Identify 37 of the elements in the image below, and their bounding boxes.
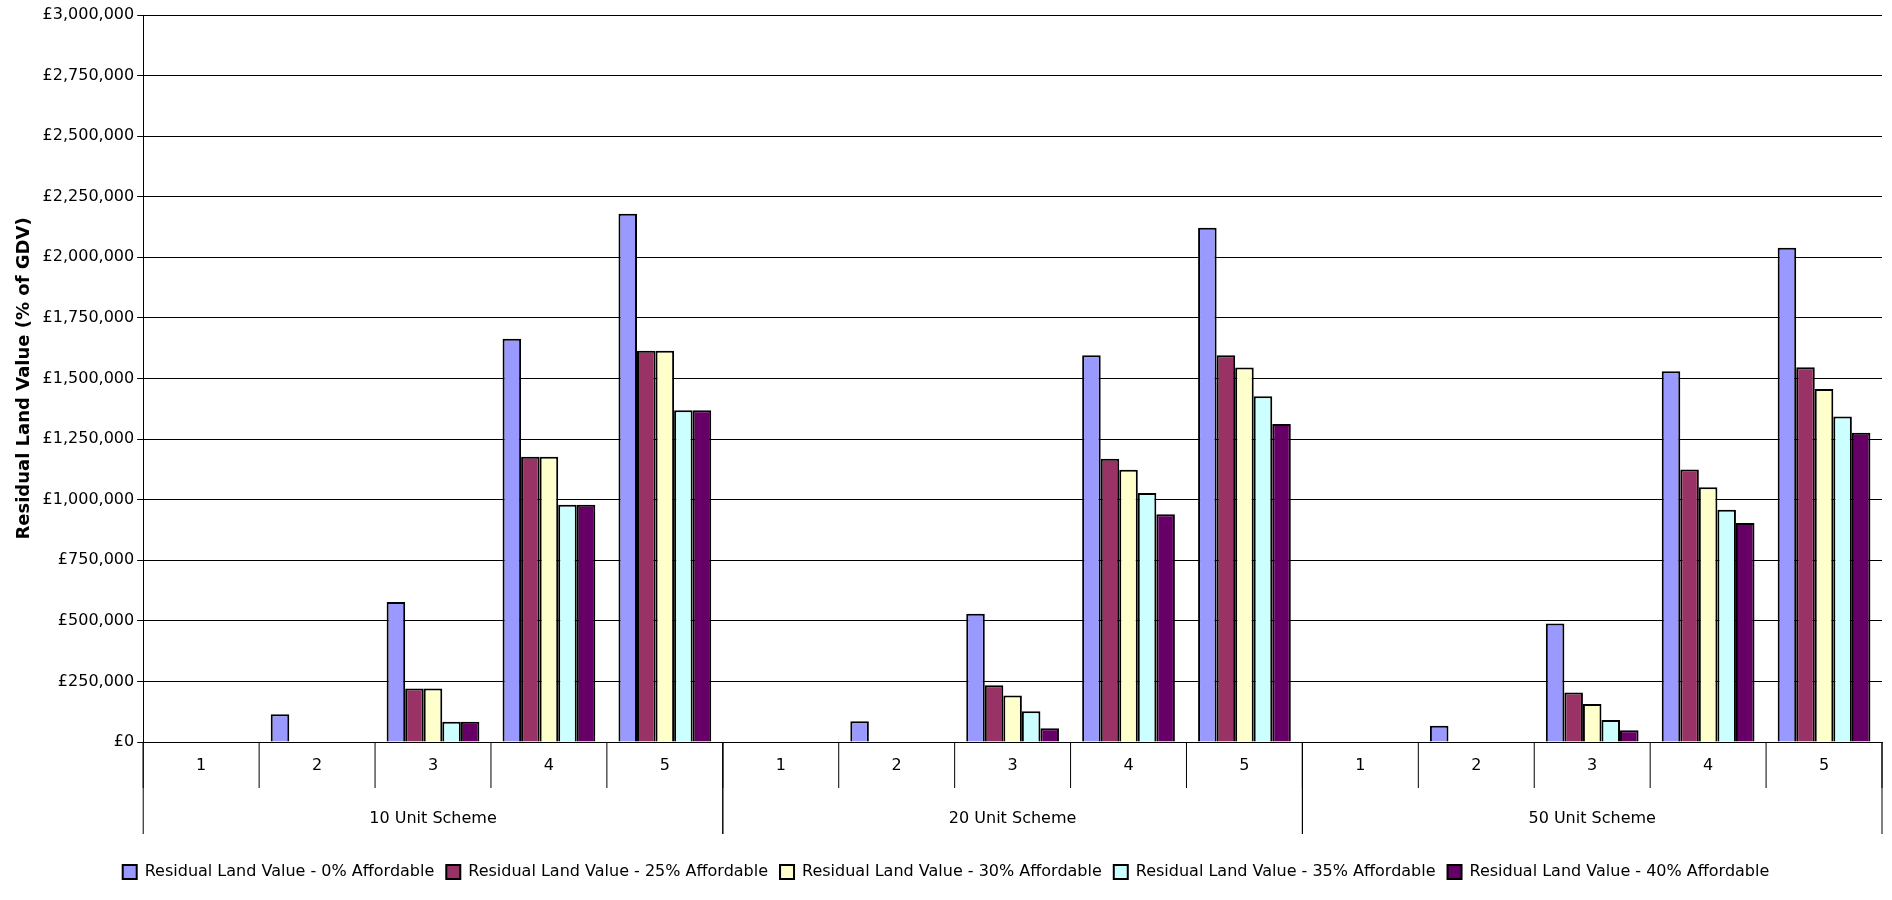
x-tick-label: 4 — [1703, 754, 1714, 774]
y-tick-label: £2,500,000 — [42, 125, 135, 145]
y-tick-label: £1,250,000 — [42, 428, 135, 448]
y-tick-label: £500,000 — [57, 609, 135, 629]
y-tick-label: £0 — [113, 731, 135, 751]
legend-label: Residual Land Value - 40% Affordable — [1469, 861, 1770, 881]
x-tick-label: 4 — [1123, 754, 1134, 774]
legend-label: Residual Land Value - 35% Affordable — [1135, 861, 1436, 881]
y-tick-label: £2,250,000 — [42, 185, 135, 205]
text: 20 Unit Scheme — [948, 808, 1077, 828]
x-tick-label: 4 — [543, 754, 555, 774]
y-tick-label: £1,000,000 — [42, 488, 135, 508]
y-tick-label: £1,750,000 — [42, 307, 135, 327]
x-tick-label: 1 — [775, 754, 786, 774]
x-tick-label: 2 — [1471, 754, 1482, 774]
x-tick-label: 5 — [1818, 754, 1830, 774]
y-axis-title: Residual Land Value (% of GDV) — [12, 217, 34, 540]
x-tick-label: 2 — [891, 754, 902, 774]
x-tick-label: 3 — [427, 754, 439, 774]
y-tick-label: £2,750,000 — [42, 64, 135, 84]
legend-label: Residual Land Value - 30% Affordable — [802, 861, 1102, 881]
x-tick-label: 5 — [1239, 754, 1250, 774]
legend-label: Residual Land Value - 0% Affordable — [144, 861, 435, 881]
x-tick-label: 3 — [1587, 754, 1598, 774]
x-tick-label: 2 — [311, 754, 323, 774]
y-tick-label: £1,500,000 — [42, 367, 135, 387]
x-tick-label: 1 — [196, 754, 207, 774]
x-tick-label: 1 — [1355, 754, 1366, 774]
y-tick-label: £2,000,000 — [42, 246, 135, 266]
x-tick-label: 3 — [1007, 754, 1018, 774]
text: 50 Unit Scheme — [1528, 808, 1656, 828]
text: 10 Unit Scheme — [369, 808, 497, 828]
y-tick-label: £250,000 — [57, 670, 135, 690]
y-tick-label: £750,000 — [57, 549, 135, 569]
legend-label: Residual Land Value - 25% Affordable — [468, 861, 769, 881]
y-tick-label: £3,000,000 — [42, 4, 135, 24]
x-tick-label: 5 — [659, 754, 670, 774]
